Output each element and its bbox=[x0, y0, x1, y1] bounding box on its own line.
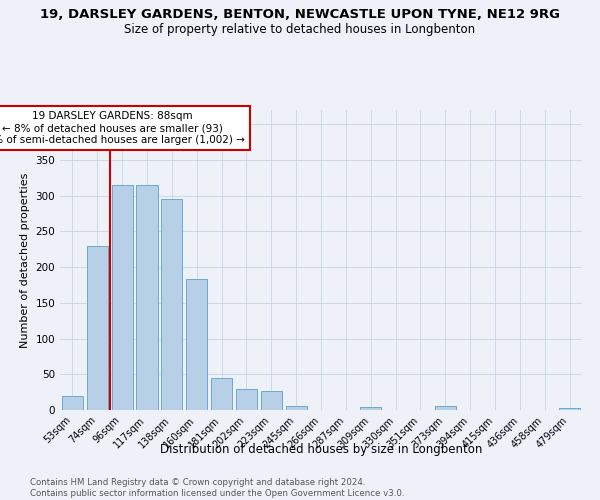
Text: Size of property relative to detached houses in Longbenton: Size of property relative to detached ho… bbox=[124, 22, 476, 36]
Text: Contains HM Land Registry data © Crown copyright and database right 2024.
Contai: Contains HM Land Registry data © Crown c… bbox=[30, 478, 404, 498]
Y-axis label: Number of detached properties: Number of detached properties bbox=[20, 172, 30, 348]
Bar bbox=[161, 200, 182, 410]
Bar bbox=[236, 390, 257, 410]
Bar bbox=[360, 407, 381, 410]
Bar bbox=[186, 280, 207, 410]
Bar bbox=[62, 396, 83, 410]
Text: 19 DARSLEY GARDENS: 88sqm
← 8% of detached houses are smaller (93)
87% of semi-d: 19 DARSLEY GARDENS: 88sqm ← 8% of detach… bbox=[0, 112, 245, 144]
Text: 19, DARSLEY GARDENS, BENTON, NEWCASTLE UPON TYNE, NE12 9RG: 19, DARSLEY GARDENS, BENTON, NEWCASTLE U… bbox=[40, 8, 560, 20]
Bar bbox=[136, 185, 158, 410]
Bar bbox=[559, 408, 580, 410]
Text: Distribution of detached houses by size in Longbenton: Distribution of detached houses by size … bbox=[160, 442, 482, 456]
Bar bbox=[286, 406, 307, 410]
Bar bbox=[211, 378, 232, 410]
Bar bbox=[87, 246, 108, 410]
Bar bbox=[261, 390, 282, 410]
Bar bbox=[435, 406, 456, 410]
Bar bbox=[112, 185, 133, 410]
